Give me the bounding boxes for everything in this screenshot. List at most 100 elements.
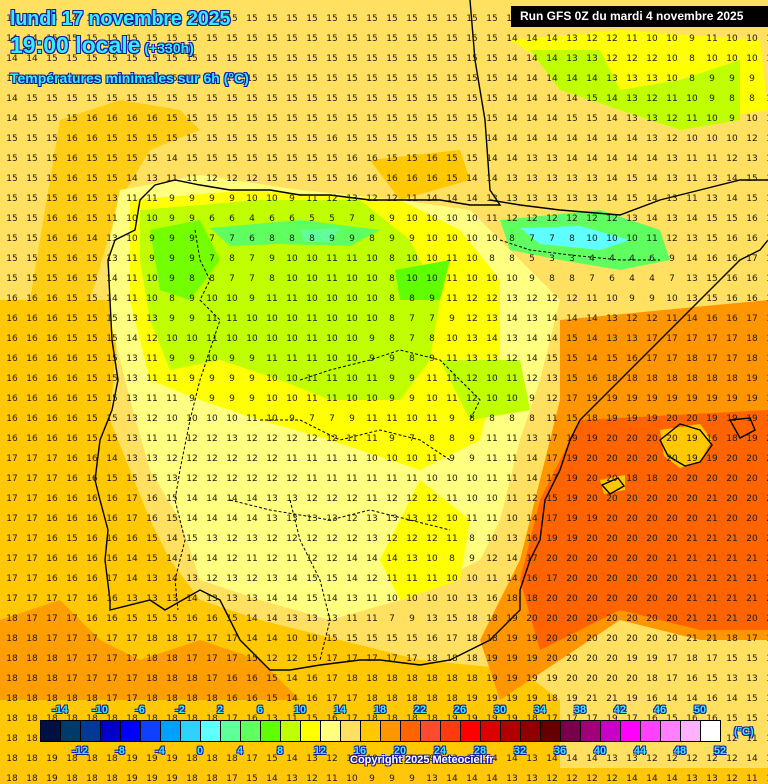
legend-swatch [441, 721, 461, 741]
country-borders [174, 229, 660, 661]
zone-20-med [520, 410, 768, 650]
legend-label-top: -10 [92, 704, 108, 716]
grid-value: 14 [626, 774, 638, 784]
grid-value: 14 [466, 774, 478, 784]
run-banner: Run GFS 0Z du mardi 4 novembre 2025 [511, 6, 768, 27]
grid-value: 14 [646, 774, 658, 784]
grid-value: 9 [409, 774, 415, 784]
zone-16-18 [0, 300, 560, 768]
legend-label-top: 26 [453, 704, 467, 716]
legend-label-bottom: 28 [473, 745, 487, 757]
legend-swatch [361, 721, 381, 741]
legend-label-top: 10 [293, 704, 307, 716]
grid-value: 13 [426, 774, 438, 784]
legend-label-bottom: -8 [115, 745, 125, 757]
grid-value: 12 [726, 774, 738, 784]
grid-value: 15 [246, 774, 258, 784]
legend-label-bottom: 36 [553, 745, 567, 757]
legend-swatch [461, 721, 481, 741]
legend-unit: (°C) [734, 726, 754, 738]
grid-value: 13 [286, 774, 298, 784]
grid-value: 11 [326, 774, 338, 784]
legend-swatch [581, 721, 601, 741]
legend-swatch [601, 721, 621, 741]
legend-label-bottom: 40 [593, 745, 607, 757]
legend-label-bottom: 4 [236, 745, 244, 757]
legend-swatch [121, 721, 141, 741]
legend-swatch [181, 721, 201, 741]
legend-swatch [641, 721, 661, 741]
balearic-islands [600, 417, 756, 495]
grid-value: 18 [6, 774, 18, 784]
grid-value: 13 [706, 774, 718, 784]
grid-value: 18 [86, 774, 98, 784]
legend-label-bottom: 16 [353, 745, 367, 757]
legend-label-bottom: 44 [633, 745, 647, 757]
grid-value: 18 [26, 774, 38, 784]
zone-8-france [530, 50, 740, 130]
legend-swatch [701, 721, 720, 741]
zone-7-leon [150, 220, 220, 300]
legend-label-top: -2 [175, 704, 185, 716]
legend-label-top: -14 [52, 704, 68, 716]
legend-swatch [61, 721, 81, 741]
zone-4-cantabrian [300, 228, 340, 242]
legend-label-bottom: 32 [513, 745, 527, 757]
zone-18-south [0, 600, 300, 700]
grid-value: 12 [306, 774, 318, 784]
legend-swatch [661, 721, 681, 741]
zone-5-cantabrian [210, 220, 380, 246]
grid-value: 14 [266, 774, 278, 784]
legend-label-bottom: 12 [313, 745, 327, 757]
grid-value: 12 [546, 774, 558, 784]
legend-swatch [281, 721, 301, 741]
grid-value: 13 [686, 774, 698, 784]
legend-swatch [221, 721, 241, 741]
legend-label-top: 38 [573, 704, 587, 716]
forecast-lead-time: (+330h) [144, 40, 194, 56]
legend-label-bottom: 52 [713, 745, 727, 757]
legend-swatch [261, 721, 281, 741]
grid-value: 18 [106, 774, 118, 784]
zone-16-atlantic [30, 100, 200, 380]
legend-swatch [101, 721, 121, 741]
legend-swatch [421, 721, 441, 741]
grid-value: 10 [346, 774, 358, 784]
legend-swatch [241, 721, 261, 741]
legend-swatch [401, 721, 421, 741]
grid-value: 19 [126, 774, 138, 784]
legend-swatch [201, 721, 221, 741]
forecast-time-label: 19:00 locale [10, 32, 141, 58]
grid-value: 17 [762, 774, 768, 784]
grid-value: 13 [506, 774, 518, 784]
grid-value: 12 [586, 774, 598, 784]
legend-swatch [161, 721, 181, 741]
grid-value: 18 [206, 774, 218, 784]
legend-label-top: 50 [693, 704, 707, 716]
legend-label-top: -6 [135, 704, 145, 716]
legend-label-bottom: 8 [276, 745, 284, 757]
legend-swatch [541, 721, 561, 741]
legend-label-bottom: -12 [72, 745, 88, 757]
legend-swatch [141, 721, 161, 741]
zone-7-soria [395, 260, 450, 300]
legend-swatch [521, 721, 541, 741]
legend-swatch [501, 721, 521, 741]
forecast-date: lundi 17 novembre 2025 [10, 8, 231, 30]
grid-value: 14 [666, 774, 678, 784]
legend-swatch [321, 721, 341, 741]
legend-swatch [381, 721, 401, 741]
parameter-title: Températures minimales sur 6h (°C) [10, 70, 249, 86]
grid-value: 13 [526, 774, 538, 784]
legend-label-top: 34 [533, 704, 547, 716]
legend-label-top: 14 [333, 704, 347, 716]
grid-value: 17 [226, 774, 238, 784]
grid-value: 18 [66, 774, 78, 784]
legend-label-top: 30 [493, 704, 507, 716]
zone-8-iberian [440, 360, 530, 420]
legend-swatch [561, 721, 581, 741]
legend-swatch [41, 721, 61, 741]
zone-4-pyrenees [520, 226, 630, 250]
legend-label-top: 22 [413, 704, 427, 716]
legend-label-top: 6 [256, 704, 264, 716]
